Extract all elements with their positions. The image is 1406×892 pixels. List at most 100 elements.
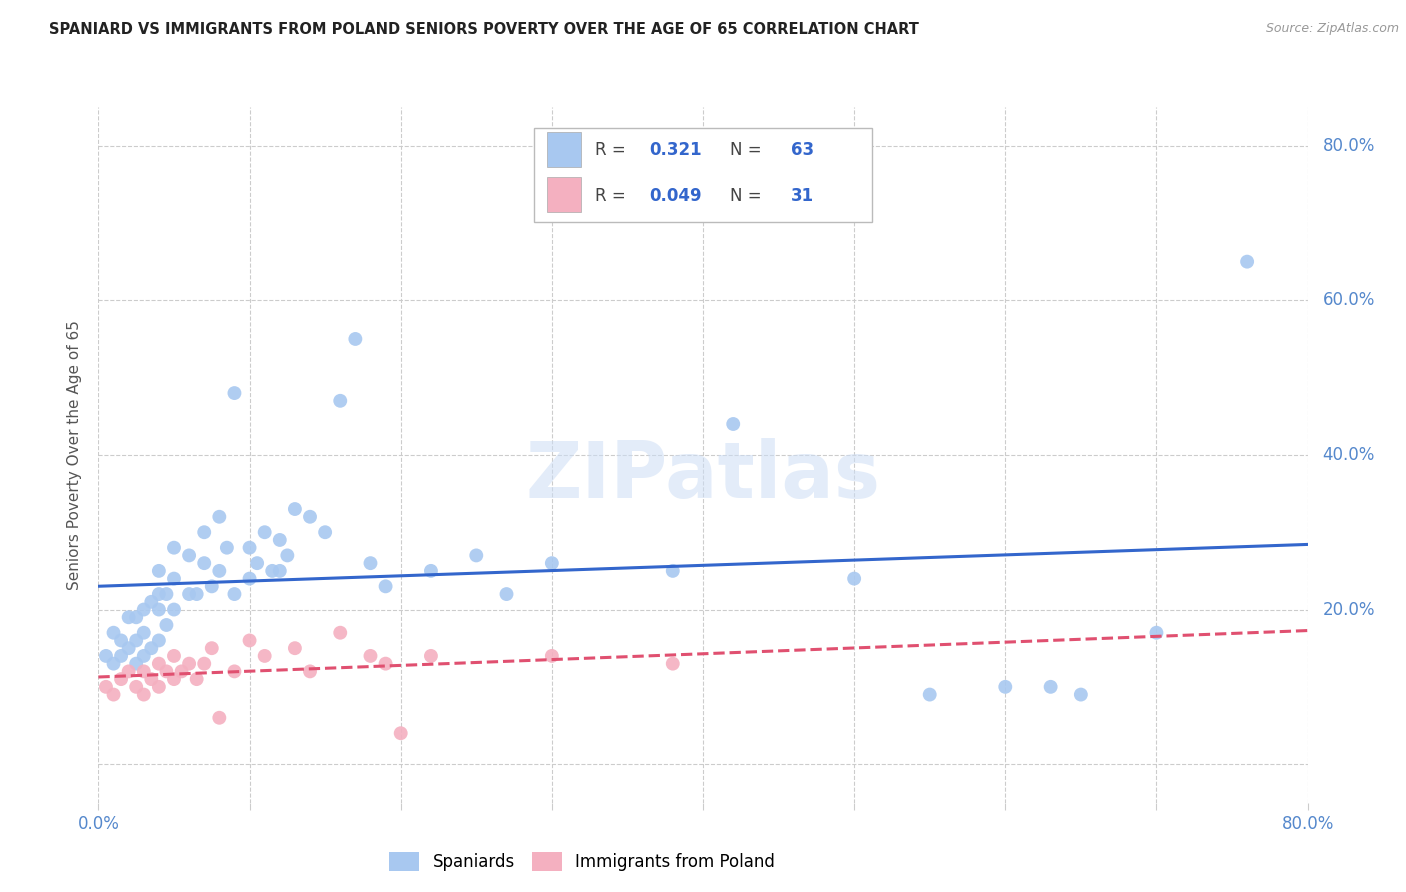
Point [1039,680,1062,694]
Point [148,680,170,694]
FancyBboxPatch shape [547,132,581,168]
Point [994,680,1017,694]
Point [721,417,744,431]
Point [344,332,367,346]
Text: 40.0%: 40.0% [1323,446,1375,464]
Point [224,665,246,679]
Point [208,711,231,725]
Point [177,657,201,671]
Point [299,665,322,679]
Point [208,564,231,578]
Point [215,541,238,555]
Point [155,618,177,632]
Point [1236,254,1258,268]
Point [239,633,262,648]
Point [155,665,177,679]
Point [118,665,141,679]
Text: 0.321: 0.321 [648,142,702,160]
Point [276,549,298,563]
Point [141,595,163,609]
Point [141,672,163,686]
Text: N =: N = [730,142,762,160]
Point [94,648,117,663]
Point [148,602,170,616]
Point [661,657,683,671]
Point [269,533,291,547]
Text: ZIPatlas: ZIPatlas [526,438,880,514]
Point [94,680,117,694]
Point [1070,688,1092,702]
Point [299,509,322,524]
Point [495,587,517,601]
Point [110,633,132,648]
Point [177,587,201,601]
Point [193,657,215,671]
FancyBboxPatch shape [534,128,872,222]
Point [465,549,488,563]
Point [118,641,141,656]
Point [284,641,307,656]
Point [132,602,155,616]
Text: R =: R = [595,186,626,204]
Point [269,564,291,578]
Point [224,587,246,601]
Point [177,549,201,563]
Point [193,556,215,570]
Text: 31: 31 [792,186,814,204]
Text: 60.0%: 60.0% [1323,292,1375,310]
Point [163,572,186,586]
Point [329,393,352,408]
Point [239,541,262,555]
Point [1144,625,1167,640]
Point [314,525,336,540]
Point [540,556,562,570]
Point [193,525,215,540]
Point [148,633,170,648]
Point [132,665,155,679]
Point [224,386,246,401]
Text: 20.0%: 20.0% [1323,600,1375,618]
Point [540,648,562,663]
Point [208,509,231,524]
Point [125,610,148,624]
Point [132,648,155,663]
Point [125,657,148,671]
Point [155,587,177,601]
Point [103,688,125,702]
Point [110,648,132,663]
Text: N =: N = [730,186,762,204]
Point [141,641,163,656]
Point [170,665,193,679]
Point [148,564,170,578]
Point [262,564,284,578]
Point [186,587,208,601]
Point [284,502,307,516]
Point [329,625,352,640]
Point [103,657,125,671]
Point [360,648,382,663]
Point [389,726,412,740]
Point [374,657,396,671]
Text: SPANIARD VS IMMIGRANTS FROM POLAND SENIORS POVERTY OVER THE AGE OF 65 CORRELATIO: SPANIARD VS IMMIGRANTS FROM POLAND SENIO… [49,22,920,37]
Point [163,541,186,555]
Point [360,556,382,570]
Text: Source: ZipAtlas.com: Source: ZipAtlas.com [1265,22,1399,36]
Y-axis label: Seniors Poverty Over the Age of 65: Seniors Poverty Over the Age of 65 [67,320,83,590]
Text: 63: 63 [792,142,814,160]
Point [661,564,683,578]
Legend: Spaniards, Immigrants from Poland: Spaniards, Immigrants from Poland [382,846,782,878]
Point [844,572,866,586]
Point [918,688,941,702]
Text: R =: R = [595,142,626,160]
Point [419,648,441,663]
Text: 80.0%: 80.0% [1323,136,1375,154]
Point [132,688,155,702]
Point [186,672,208,686]
Point [163,648,186,663]
Point [110,672,132,686]
FancyBboxPatch shape [547,177,581,212]
Point [201,579,224,593]
Point [125,633,148,648]
Point [148,657,170,671]
Point [118,610,141,624]
